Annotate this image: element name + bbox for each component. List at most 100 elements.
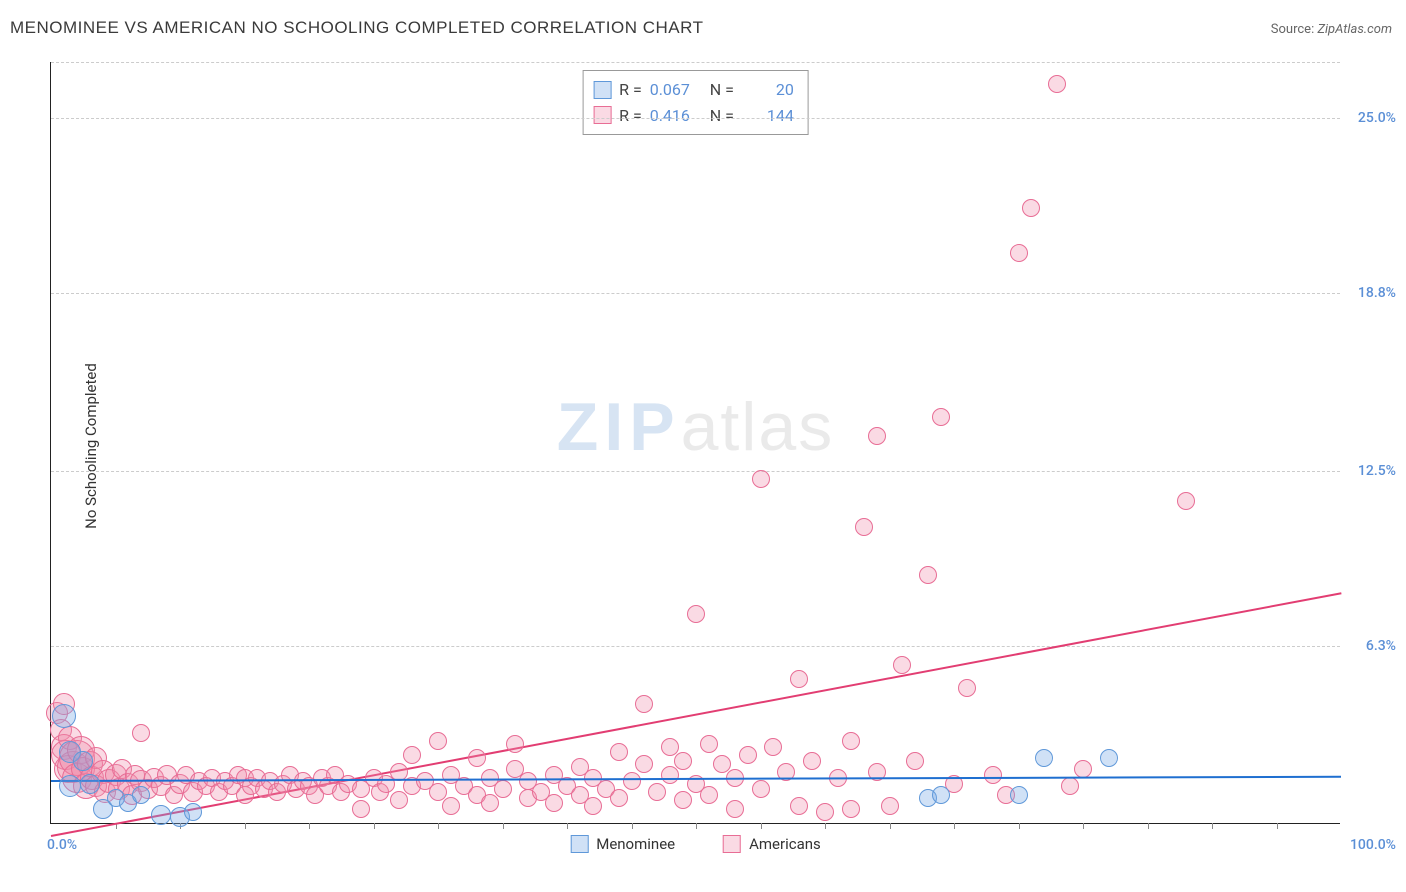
data-point-menominee xyxy=(80,774,100,794)
data-point-americans xyxy=(726,800,744,818)
bottom-legend: Menominee Americans xyxy=(570,835,821,853)
data-point-americans xyxy=(635,695,653,713)
correlation-chart: MENOMINEE VS AMERICAN NO SCHOOLING COMPL… xyxy=(0,0,1406,892)
swatch-americans-icon xyxy=(723,835,741,853)
watermark: ZIPatlas xyxy=(557,388,834,466)
data-point-americans xyxy=(661,766,679,784)
data-point-americans xyxy=(623,772,641,790)
data-point-americans xyxy=(984,766,1002,784)
gridline-h xyxy=(51,646,1340,647)
data-point-americans xyxy=(610,743,628,761)
data-point-menominee xyxy=(1035,749,1053,767)
y-tick-label: 6.3% xyxy=(1366,638,1396,654)
data-point-menominee xyxy=(151,805,171,825)
stats-row-menominee: R =0.067 N =20 xyxy=(593,77,794,103)
x-tick-mark xyxy=(1083,823,1084,829)
gridline-h xyxy=(51,293,1340,294)
data-point-americans xyxy=(635,755,653,773)
data-point-americans xyxy=(790,797,808,815)
swatch-americans xyxy=(593,106,611,124)
gridline-h xyxy=(51,471,1340,472)
stats-row-americans: R =0.416 N =144 xyxy=(593,103,794,129)
data-point-americans xyxy=(494,780,512,798)
data-point-americans xyxy=(352,800,370,818)
source-attribution: Source: ZipAtlas.com xyxy=(1271,22,1392,37)
data-point-americans xyxy=(390,791,408,809)
data-point-americans xyxy=(481,794,499,812)
data-point-americans xyxy=(584,797,602,815)
data-point-menominee xyxy=(52,704,76,728)
y-tick-label: 18.8% xyxy=(1358,285,1396,301)
data-point-americans xyxy=(881,797,899,815)
x-tick-mark xyxy=(1148,823,1149,829)
x-tick-mark xyxy=(696,823,697,829)
data-point-americans xyxy=(1177,492,1195,510)
y-tick-label: 25.0% xyxy=(1358,110,1396,126)
x-tick-mark xyxy=(954,823,955,829)
data-point-americans xyxy=(700,735,718,753)
data-point-americans xyxy=(752,470,770,488)
x-tick-mark xyxy=(438,823,439,829)
data-point-americans xyxy=(932,408,950,426)
data-point-americans xyxy=(687,605,705,623)
data-point-americans xyxy=(1010,244,1028,262)
x-tick-mark xyxy=(503,823,504,829)
data-point-americans xyxy=(752,780,770,798)
data-point-americans xyxy=(442,797,460,815)
swatch-menominee xyxy=(593,81,611,99)
data-point-americans xyxy=(674,791,692,809)
data-point-americans xyxy=(403,746,421,764)
data-point-americans xyxy=(855,518,873,536)
data-point-americans xyxy=(1048,75,1066,93)
data-point-americans xyxy=(506,735,524,753)
data-point-americans xyxy=(1022,199,1040,217)
x-tick-mark xyxy=(1212,823,1213,829)
x-tick-mark xyxy=(1019,823,1020,829)
x-tick-mark xyxy=(890,823,891,829)
data-point-americans xyxy=(739,746,757,764)
data-point-americans xyxy=(816,803,834,821)
x-tick-mark xyxy=(1277,823,1278,829)
gridline-h xyxy=(51,62,1340,63)
data-point-americans xyxy=(842,732,860,750)
data-point-americans xyxy=(906,752,924,770)
x-tick-mark xyxy=(761,823,762,829)
data-point-americans xyxy=(958,679,976,697)
chart-title: MENOMINEE VS AMERICAN NO SCHOOLING COMPL… xyxy=(10,18,703,38)
data-point-americans xyxy=(868,427,886,445)
data-point-americans xyxy=(893,656,911,674)
x-tick-mark xyxy=(567,823,568,829)
data-point-americans xyxy=(648,783,666,801)
data-point-americans xyxy=(764,738,782,756)
x-tick-mark xyxy=(245,823,246,829)
data-point-americans xyxy=(610,789,628,807)
data-point-menominee xyxy=(132,786,150,804)
data-point-menominee xyxy=(184,803,202,821)
x-tick-mark xyxy=(825,823,826,829)
gridline-h xyxy=(51,118,1340,119)
data-point-menominee xyxy=(1010,786,1028,804)
legend-item-americans: Americans xyxy=(723,835,821,853)
data-point-menominee xyxy=(932,786,950,804)
data-point-menominee xyxy=(73,751,93,771)
x-tick-mark xyxy=(374,823,375,829)
data-point-americans xyxy=(545,794,563,812)
data-point-americans xyxy=(842,800,860,818)
legend-item-menominee: Menominee xyxy=(570,835,675,853)
data-point-americans xyxy=(429,732,447,750)
x-tick-mark xyxy=(309,823,310,829)
data-point-americans xyxy=(919,566,937,584)
x-tick-label: 100.0% xyxy=(1350,837,1396,853)
data-point-menominee xyxy=(59,775,81,797)
data-point-americans xyxy=(803,752,821,770)
swatch-menominee-icon xyxy=(570,835,588,853)
x-tick-label: 0.0% xyxy=(47,837,77,853)
data-point-americans xyxy=(700,786,718,804)
plot-area: ZIPatlas R =0.067 N =20 R =0.416 N =144 … xyxy=(50,62,1340,824)
data-point-americans xyxy=(1061,777,1079,795)
data-point-americans xyxy=(468,749,486,767)
data-point-americans xyxy=(790,670,808,688)
y-tick-label: 12.5% xyxy=(1358,463,1396,479)
data-point-americans xyxy=(674,752,692,770)
stats-legend-box: R =0.067 N =20 R =0.416 N =144 xyxy=(582,70,809,135)
